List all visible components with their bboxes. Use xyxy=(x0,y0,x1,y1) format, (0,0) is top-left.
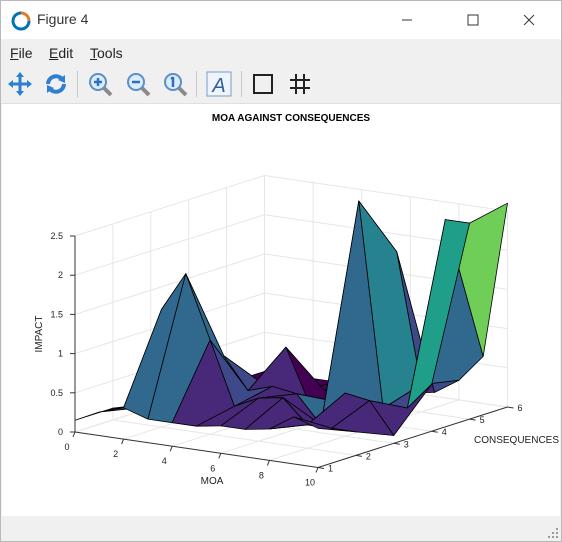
y-tick-mark xyxy=(469,418,476,421)
x-tick-mark xyxy=(121,438,125,445)
close-button[interactable] xyxy=(507,1,551,39)
zoom-out-button[interactable] xyxy=(123,69,153,99)
z-axis-label: IMPACT xyxy=(34,315,45,352)
x-axis-label: MOA xyxy=(201,476,224,487)
menu-file-accesskey: F xyxy=(10,45,19,61)
figure-canvas[interactable]: MOA AGAINST CONSEQUENCES 0 2 4 6 8 10 1 2 3 4 5 6 0 0… xyxy=(2,104,560,516)
box-icon xyxy=(253,74,273,94)
y-tick-mark xyxy=(431,430,438,433)
zoom-in-icon xyxy=(89,73,113,97)
resize-grip-icon[interactable] xyxy=(547,527,559,539)
toolbar-separator xyxy=(241,71,242,97)
grid-line xyxy=(112,419,356,456)
y-tick-mark xyxy=(317,467,325,469)
surface-patch xyxy=(293,416,357,433)
status-bar xyxy=(1,517,561,541)
box-toggle-button[interactable] xyxy=(248,69,278,99)
x-axis-line xyxy=(74,431,319,468)
y-tick-label: 1 xyxy=(328,464,333,474)
x-tick-label: 8 xyxy=(259,470,264,480)
grid-toggle-button[interactable] xyxy=(285,69,315,99)
z-tick-label: 0.5 xyxy=(50,388,63,398)
menu-file[interactable]: File xyxy=(10,45,33,61)
x-tick-mark xyxy=(218,453,222,459)
x-tick-mark xyxy=(315,467,319,473)
y-tick-label: 2 xyxy=(366,451,371,461)
x-tick-label: 4 xyxy=(162,456,167,466)
z-tick-label: 0 xyxy=(58,427,63,437)
grid-line xyxy=(74,175,265,237)
x-tick-label: 2 xyxy=(113,449,118,459)
menu-bar: File Edit Tools xyxy=(1,41,561,65)
y-tick-label: 3 xyxy=(404,439,409,449)
y-tick-label: 4 xyxy=(442,427,447,437)
minimize-icon xyxy=(402,19,412,21)
z-tick-label: 1 xyxy=(58,349,63,359)
toolbar-separator xyxy=(196,71,197,97)
y-tick-label: 6 xyxy=(518,403,523,413)
grid-icon xyxy=(290,74,310,94)
title-bar: Figure 4 xyxy=(1,1,561,39)
menu-edit-accesskey: E xyxy=(49,45,59,61)
y-tick-mark xyxy=(355,454,362,457)
menu-tools[interactable]: Tools xyxy=(90,45,123,61)
x-tick-label: 0 xyxy=(64,442,69,452)
grid-line xyxy=(74,214,265,276)
text-insert-button[interactable]: A xyxy=(204,69,234,99)
matlab-logo-icon xyxy=(11,11,31,31)
y-tick-label: 5 xyxy=(480,415,485,425)
menu-edit-label: dit xyxy=(58,45,74,61)
y-tick-mark xyxy=(393,442,400,445)
surface-plot[interactable]: MOA AGAINST CONSEQUENCES 024681012345600… xyxy=(2,104,560,516)
rotate-icon xyxy=(46,74,66,94)
text-icon: A xyxy=(206,71,232,97)
reset-zoom-button[interactable] xyxy=(160,69,190,99)
grid-line xyxy=(74,253,265,315)
close-icon xyxy=(523,14,535,26)
y-axis-label: CONSEQUENCES xyxy=(474,435,559,446)
x-tick-mark xyxy=(169,446,173,452)
pan-icon xyxy=(8,72,32,96)
toolbar-separator xyxy=(77,71,78,97)
zoom-out-icon xyxy=(127,73,151,97)
x-tick-mark xyxy=(72,431,76,438)
y-tick-mark xyxy=(507,406,514,409)
window-title: Figure 4 xyxy=(37,11,89,27)
x-tick-label: 6 xyxy=(210,463,215,473)
rotate-button[interactable] xyxy=(41,69,71,99)
figure-toolbar: A xyxy=(1,65,561,104)
y-axis-line xyxy=(317,406,508,468)
svg-text:A: A xyxy=(211,75,225,97)
x-tick-label: 10 xyxy=(305,478,315,488)
maximize-button[interactable] xyxy=(451,1,495,39)
reset-zoom-icon xyxy=(164,73,188,97)
pan-button[interactable] xyxy=(5,69,35,99)
chart-title: MOA AGAINST CONSEQUENCES xyxy=(212,113,370,124)
menu-tools-label: ools xyxy=(97,45,123,61)
menu-tools-accesskey: T xyxy=(90,45,97,61)
maximize-icon xyxy=(467,14,479,26)
x-tick-mark xyxy=(266,460,270,466)
z-tick-label: 2.5 xyxy=(50,231,63,241)
zoom-in-button[interactable] xyxy=(85,69,115,99)
grid-line xyxy=(264,175,508,212)
minimize-button[interactable] xyxy=(385,1,429,39)
menu-edit[interactable]: Edit xyxy=(49,45,73,61)
menu-file-label: ile xyxy=(18,45,33,61)
z-tick-label: 2 xyxy=(58,270,63,280)
z-tick-label: 1.5 xyxy=(50,309,63,319)
